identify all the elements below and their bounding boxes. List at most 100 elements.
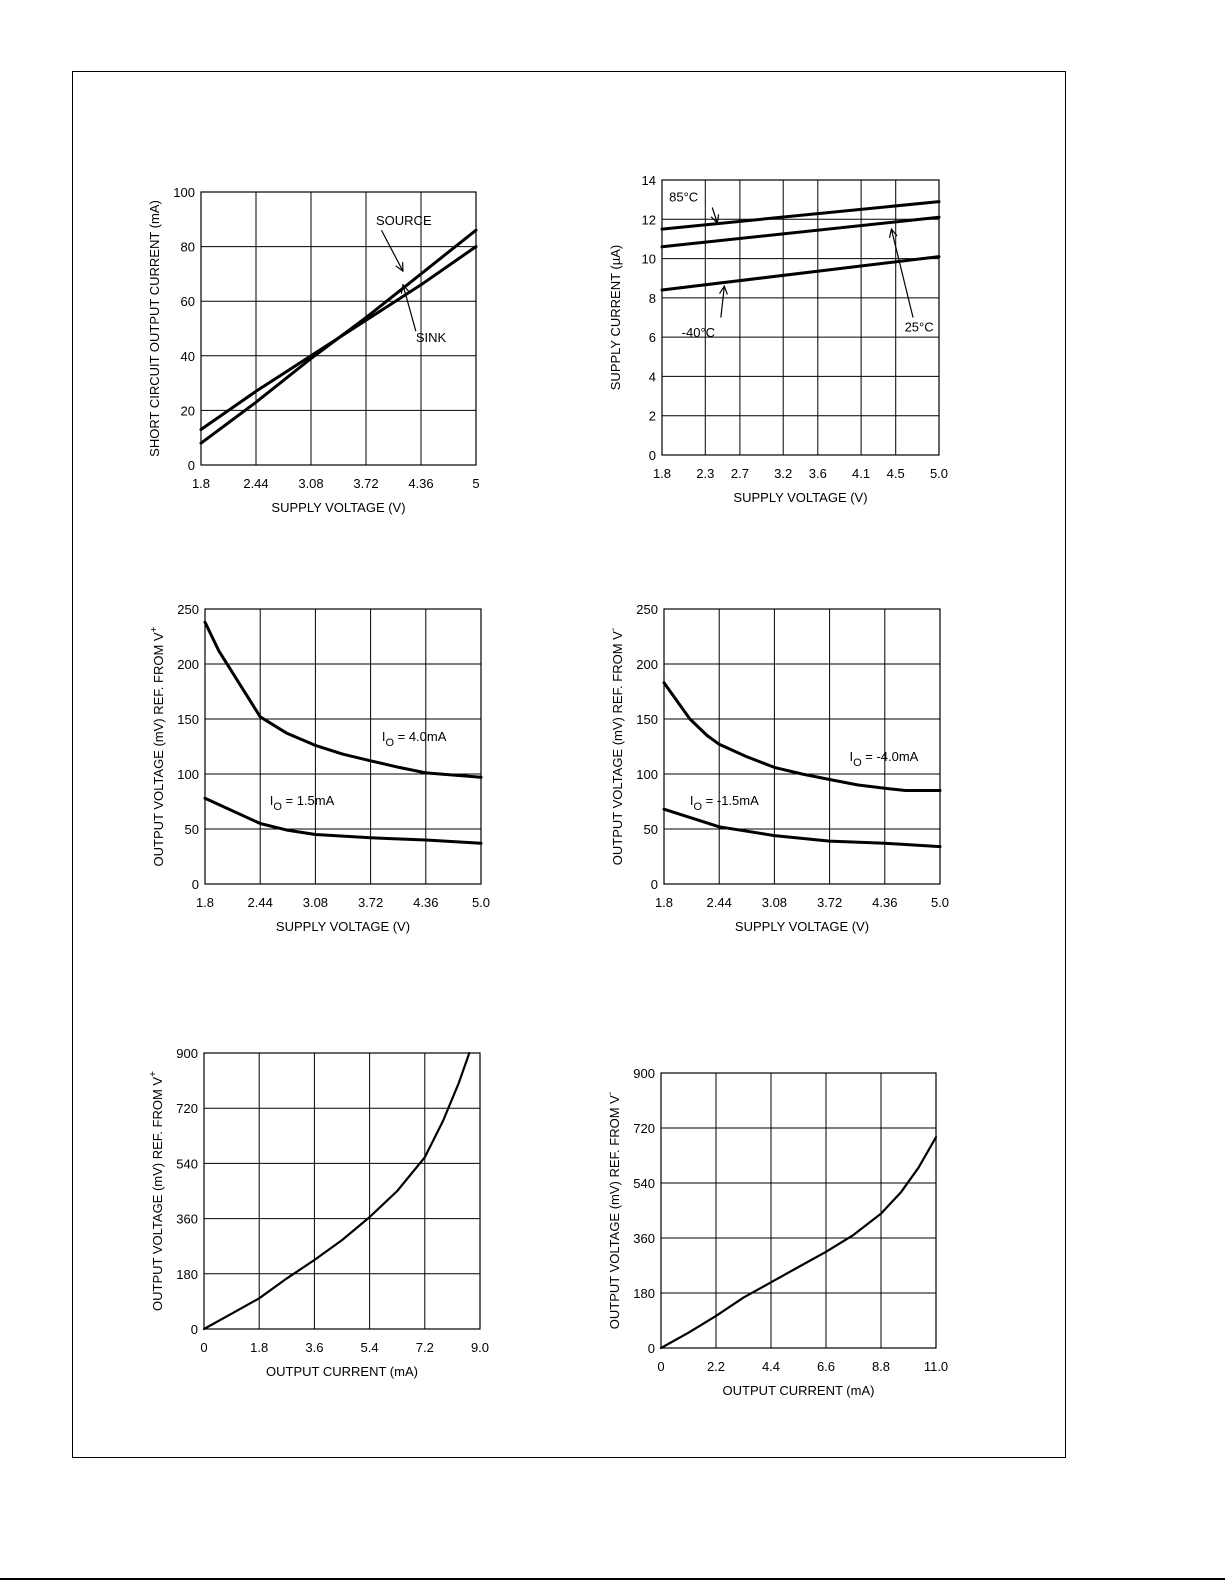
y-tick-label: 100 — [173, 185, 195, 200]
y-tick-label: 60 — [181, 294, 195, 309]
x-tick-label: 1.8 — [250, 1340, 268, 1355]
y-tick-label: 8 — [649, 291, 656, 306]
x-tick-label: 2.44 — [243, 476, 268, 491]
x-tick-label: 1.8 — [653, 466, 671, 481]
annotation-arrowhead — [400, 283, 410, 294]
y-tick-label: 720 — [633, 1121, 655, 1136]
x-axis-label: OUTPUT CURRENT (mA) — [723, 1383, 875, 1398]
x-tick-label: 1.8 — [655, 895, 673, 910]
annotation-arrowhead — [719, 284, 728, 295]
y-axis-label: OUTPUT VOLTAGE (mV) REF. FROM V+ — [149, 626, 166, 866]
x-tick-label: 2.3 — [696, 466, 714, 481]
annotation-arrow — [890, 228, 914, 318]
x-tick-label: 1.8 — [196, 895, 214, 910]
series-line-3 — [660, 255, 941, 292]
y-axis-label: SUPPLY CURRENT (µA) — [608, 245, 623, 390]
series-line-2 — [203, 796, 483, 845]
x-tick-label: 3.08 — [303, 895, 328, 910]
annotation-label: 85°C — [669, 190, 698, 205]
x-tick-label: 6.6 — [817, 1359, 835, 1374]
series-line-2 — [199, 245, 478, 431]
series-line-1 — [659, 1136, 938, 1350]
plot-frame — [660, 1072, 937, 1349]
y-tick-label: 0 — [649, 448, 656, 463]
x-tick-label: 5 — [472, 476, 479, 491]
y-axis-label: SHORT CIRCUIT OUTPUT CURRENT (mA) — [147, 200, 162, 457]
annotation-label: IO = 4.0mA — [382, 729, 447, 749]
x-tick-label: 3.72 — [353, 476, 378, 491]
x-tick-label: 4.36 — [872, 895, 897, 910]
annotation-arrow — [402, 284, 417, 332]
series-line-1 — [662, 681, 942, 792]
y-tick-label: 250 — [177, 602, 199, 617]
y-axis-label: OUTPUT VOLTAGE (mV) REF. FROM V- — [608, 628, 625, 865]
y-tick-label: 200 — [636, 657, 658, 672]
plot-frame — [663, 608, 941, 885]
plot-frame — [661, 179, 940, 456]
y-axis-label: OUTPUT VOLTAGE (mV) REF. FROM V- — [605, 1092, 622, 1329]
y-tick-label: 150 — [177, 712, 199, 727]
series-line-2 — [660, 215, 941, 249]
y-tick-label: 14 — [642, 173, 656, 188]
x-tick-label: 2.2 — [707, 1359, 725, 1374]
x-axis-label: SUPPLY VOLTAGE (V) — [271, 500, 405, 515]
y-tick-label: 0 — [648, 1341, 655, 1356]
annotation-arrowhead — [395, 262, 404, 273]
page-frame — [72, 71, 1066, 1458]
y-tick-label: 4 — [649, 369, 656, 384]
x-tick-label: 2.44 — [707, 895, 732, 910]
y-tick-label: 10 — [642, 252, 656, 267]
y-tick-label: 20 — [181, 403, 195, 418]
annotation-label: -40°C — [682, 325, 715, 340]
y-tick-label: 360 — [633, 1231, 655, 1246]
y-axis-label: OUTPUT VOLTAGE (mV) REF. FROM V+ — [148, 1071, 165, 1311]
x-tick-label: 3.08 — [298, 476, 323, 491]
y-tick-label: 180 — [633, 1286, 655, 1301]
annotation-label: SOURCE — [376, 213, 432, 228]
annotation-label: SINK — [416, 330, 447, 345]
x-tick-label: 0 — [657, 1359, 664, 1374]
y-tick-label: 180 — [176, 1267, 198, 1282]
plot-frame — [203, 1052, 481, 1330]
x-tick-label: 2.7 — [731, 466, 749, 481]
annotation-label: IO = -4.0mA — [849, 749, 918, 769]
x-tick-label: 3.6 — [809, 466, 827, 481]
annotation-arrowhead — [888, 227, 898, 239]
y-tick-label: 12 — [642, 212, 656, 227]
series-line-1 — [202, 1051, 471, 1331]
x-axis-label: OUTPUT CURRENT (mA) — [266, 1364, 418, 1379]
x-tick-label: 3.2 — [774, 466, 792, 481]
y-tick-label: 150 — [636, 712, 658, 727]
x-tick-label: 4.36 — [408, 476, 433, 491]
series-line-1 — [203, 620, 483, 779]
x-axis-label: SUPPLY VOLTAGE (V) — [733, 490, 867, 505]
y-tick-label: 80 — [181, 240, 195, 255]
y-tick-label: 250 — [636, 602, 658, 617]
annotation-label: 25°C — [905, 319, 934, 334]
y-tick-label: 540 — [633, 1176, 655, 1191]
x-tick-label: 4.5 — [887, 466, 905, 481]
y-tick-label: 360 — [176, 1212, 198, 1227]
x-tick-label: 0 — [200, 1340, 207, 1355]
x-tick-label: 11.0 — [924, 1359, 948, 1374]
plot-frame — [200, 191, 477, 466]
y-tick-label: 0 — [188, 458, 195, 473]
x-tick-label: 4.36 — [413, 895, 438, 910]
x-tick-label: 5.0 — [472, 895, 490, 910]
x-tick-label: 5.0 — [931, 895, 949, 910]
x-tick-label: 9.0 — [471, 1340, 489, 1355]
x-tick-label: 5.4 — [361, 1340, 379, 1355]
y-tick-label: 900 — [176, 1046, 198, 1061]
annotation-arrow — [720, 286, 725, 318]
x-tick-label: 3.72 — [358, 895, 383, 910]
y-tick-label: 50 — [185, 822, 199, 837]
series-line-1 — [660, 200, 941, 231]
annotation-arrowhead — [710, 214, 720, 225]
y-tick-label: 0 — [651, 877, 658, 892]
y-tick-label: 100 — [177, 767, 199, 782]
